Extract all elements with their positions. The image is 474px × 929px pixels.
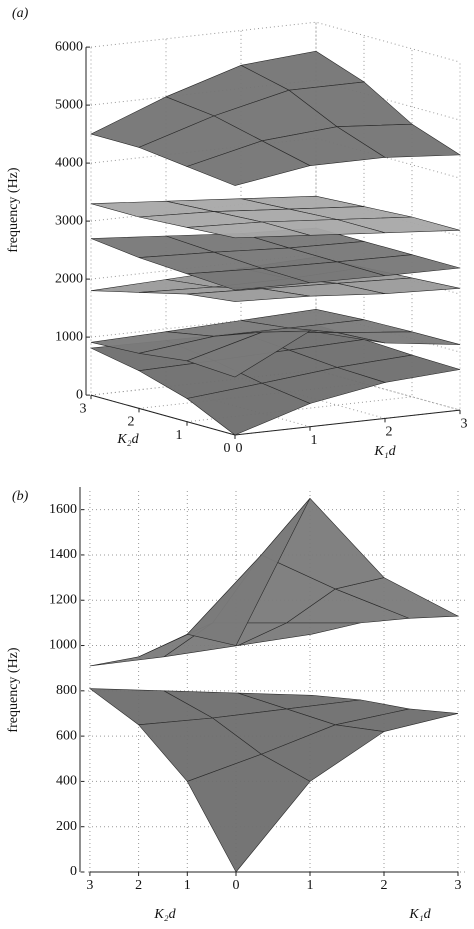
y-tick-label: 1 xyxy=(176,428,183,443)
z-tick-label: 3000 xyxy=(55,213,83,228)
surface-patch xyxy=(186,221,311,239)
surface-patch xyxy=(186,498,311,646)
z-tick-label: 600 xyxy=(56,728,77,743)
x-axis-label: K₁d xyxy=(373,444,396,459)
y-tick-label: 1 xyxy=(184,878,191,893)
z-tick-label: 1000 xyxy=(49,638,77,653)
grid-line xyxy=(90,21,461,63)
x-tick-label: 1 xyxy=(311,433,318,448)
z-tick-label: 6000 xyxy=(55,39,83,54)
x-tick-label: 0 xyxy=(236,441,243,456)
y-axis-label: K₂d xyxy=(116,432,139,447)
x-tick-label: 3 xyxy=(461,416,468,431)
z-tick-label: 1400 xyxy=(49,547,77,562)
y-tick-label: 2 xyxy=(135,878,142,893)
x-tick-label: 2 xyxy=(381,878,388,893)
panel: (b) 0 200 400 600 800 1000 1200 1400 1600 0 1 2 3 1 2 3 f… xyxy=(6,487,465,922)
z-axis-label: frequency (Hz) xyxy=(6,647,21,732)
z-tick-label: 800 xyxy=(56,683,77,698)
surface-patch xyxy=(186,140,311,186)
y-tick-label: 2 xyxy=(128,415,135,430)
x-tick-label: 2 xyxy=(386,425,393,440)
surface-patch xyxy=(186,753,311,873)
x-tick-label: 3 xyxy=(455,878,462,893)
z-tick-label: 1600 xyxy=(49,502,77,517)
z-tick-label: 5000 xyxy=(55,97,83,112)
panel-label: (b) xyxy=(12,489,29,504)
z-tick-label: 1200 xyxy=(49,592,77,607)
z-tick-label: 400 xyxy=(56,774,77,789)
y-tick-label: 3 xyxy=(86,878,93,893)
surface-patch xyxy=(186,330,312,378)
z-tick-label: 200 xyxy=(56,819,77,834)
z-tick-label: 2000 xyxy=(55,271,83,286)
z-tick-label: 1000 xyxy=(55,329,83,344)
y-axis-label: K₂d xyxy=(153,907,176,922)
x-tick-label: 0 xyxy=(233,878,240,893)
x-tick-label: 1 xyxy=(307,878,314,893)
panel-label: (a) xyxy=(12,6,29,21)
z-axis-label: frequency (Hz) xyxy=(6,167,21,252)
surface-patch xyxy=(186,268,311,291)
surface-patch xyxy=(186,288,311,302)
y-tick-label: 0 xyxy=(224,441,231,456)
y-tick-label: 3 xyxy=(80,401,87,416)
z-tick-label: 4000 xyxy=(55,155,83,170)
panel: (a)010002000300040005000600001230123freq… xyxy=(6,6,467,459)
z-tick-label: 0 xyxy=(76,387,83,402)
z-tick-label: 0 xyxy=(70,864,77,879)
surface-patch xyxy=(186,382,311,436)
x-axis-label: K₁d xyxy=(408,907,431,922)
